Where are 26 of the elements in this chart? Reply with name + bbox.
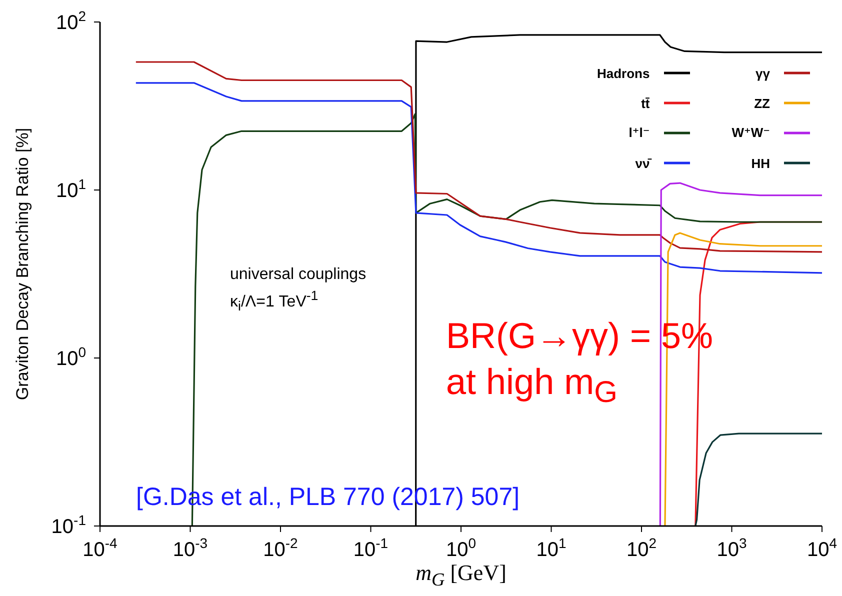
- legend-label: ZZ: [754, 96, 770, 110]
- x-tick-label: 10$^{3}$: [716, 535, 747, 561]
- x-axis-title: m$_{G}$ [GeV]: [416, 560, 506, 590]
- annotation: at high m$_{G}$: [446, 361, 618, 410]
- x-tick-label: 10$^{4}$: [806, 535, 838, 561]
- annotation: universal couplings: [230, 266, 366, 284]
- x-tick-label: 10$^{0}$: [446, 535, 476, 561]
- legend-label: W⁺W⁻: [732, 125, 770, 141]
- x-tick-label: 10$^{-2}$: [263, 535, 298, 561]
- y-tick-label: 10$^{-1}$: [51, 512, 86, 538]
- x-tick-label: 10$^{-3}$: [172, 535, 208, 561]
- legend-label: l⁺l⁻: [628, 125, 650, 141]
- y-tick-label: 10$^{0}$: [56, 344, 86, 370]
- legend-label: HH: [751, 156, 770, 170]
- annotation: κ$_{i}$/Λ=1 TeV$^{-1}$: [230, 288, 318, 314]
- y-tick-label: 10$^{2}$: [56, 8, 86, 34]
- y-tick-label: 10$^{1}$: [56, 176, 86, 202]
- legend-label: γγ: [756, 66, 770, 80]
- legend-label: tt̄: [641, 96, 650, 110]
- x-tick-label: 10$^{-1}$: [353, 535, 388, 561]
- x-tick-label: 10$^{1}$: [536, 535, 566, 561]
- y-axis-title: Graviton Decay Branching Ratio [%]: [13, 128, 33, 400]
- legend-label: νν̄: [635, 156, 650, 170]
- x-tick-label: 10$^{-4}$: [82, 535, 118, 561]
- legend-label: Hadrons: [597, 66, 650, 80]
- x-tick-label: 10$^{2}$: [626, 535, 657, 561]
